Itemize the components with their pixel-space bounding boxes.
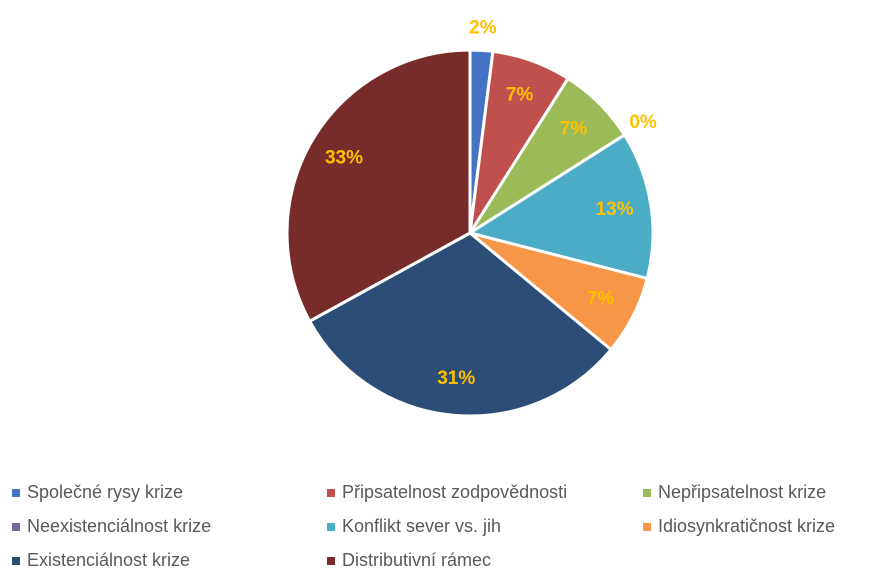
data-label: 31%: [437, 368, 475, 389]
pie-slice: [307, 231, 614, 418]
legend-swatch: [12, 489, 20, 497]
legend-label: Společné rysy krize: [27, 482, 183, 502]
legend-label: Existenciálnost krize: [27, 550, 190, 570]
legend-swatch: [327, 489, 335, 497]
legend-label: Distributivní rámec: [342, 550, 491, 570]
legend-label: Neexistenciálnost krize: [27, 516, 211, 536]
legend-swatch: [12, 523, 20, 531]
legend-swatch: [643, 489, 651, 497]
legend-label: Konflikt sever vs. jih: [342, 516, 501, 536]
legend-swatch: [327, 557, 335, 565]
data-label: 2%: [469, 17, 497, 38]
data-label: 7%: [587, 288, 615, 309]
legend-swatch: [643, 523, 651, 531]
pie-slice: [285, 48, 472, 324]
data-label: 33%: [325, 147, 363, 168]
legend-label: Nepřipsatelnost krize: [658, 482, 826, 502]
legend-swatch: [327, 523, 335, 531]
legend-swatch: [12, 557, 20, 565]
data-label: 7%: [506, 84, 534, 105]
legend-label: Připsatelnost zodpovědnosti: [342, 482, 567, 502]
data-label: 13%: [596, 199, 634, 220]
legend-label: Idiosynkratičnost krize: [658, 516, 835, 536]
pie-slice: [466, 132, 655, 281]
data-label: 7%: [560, 118, 588, 139]
data-label: 0%: [629, 112, 657, 133]
